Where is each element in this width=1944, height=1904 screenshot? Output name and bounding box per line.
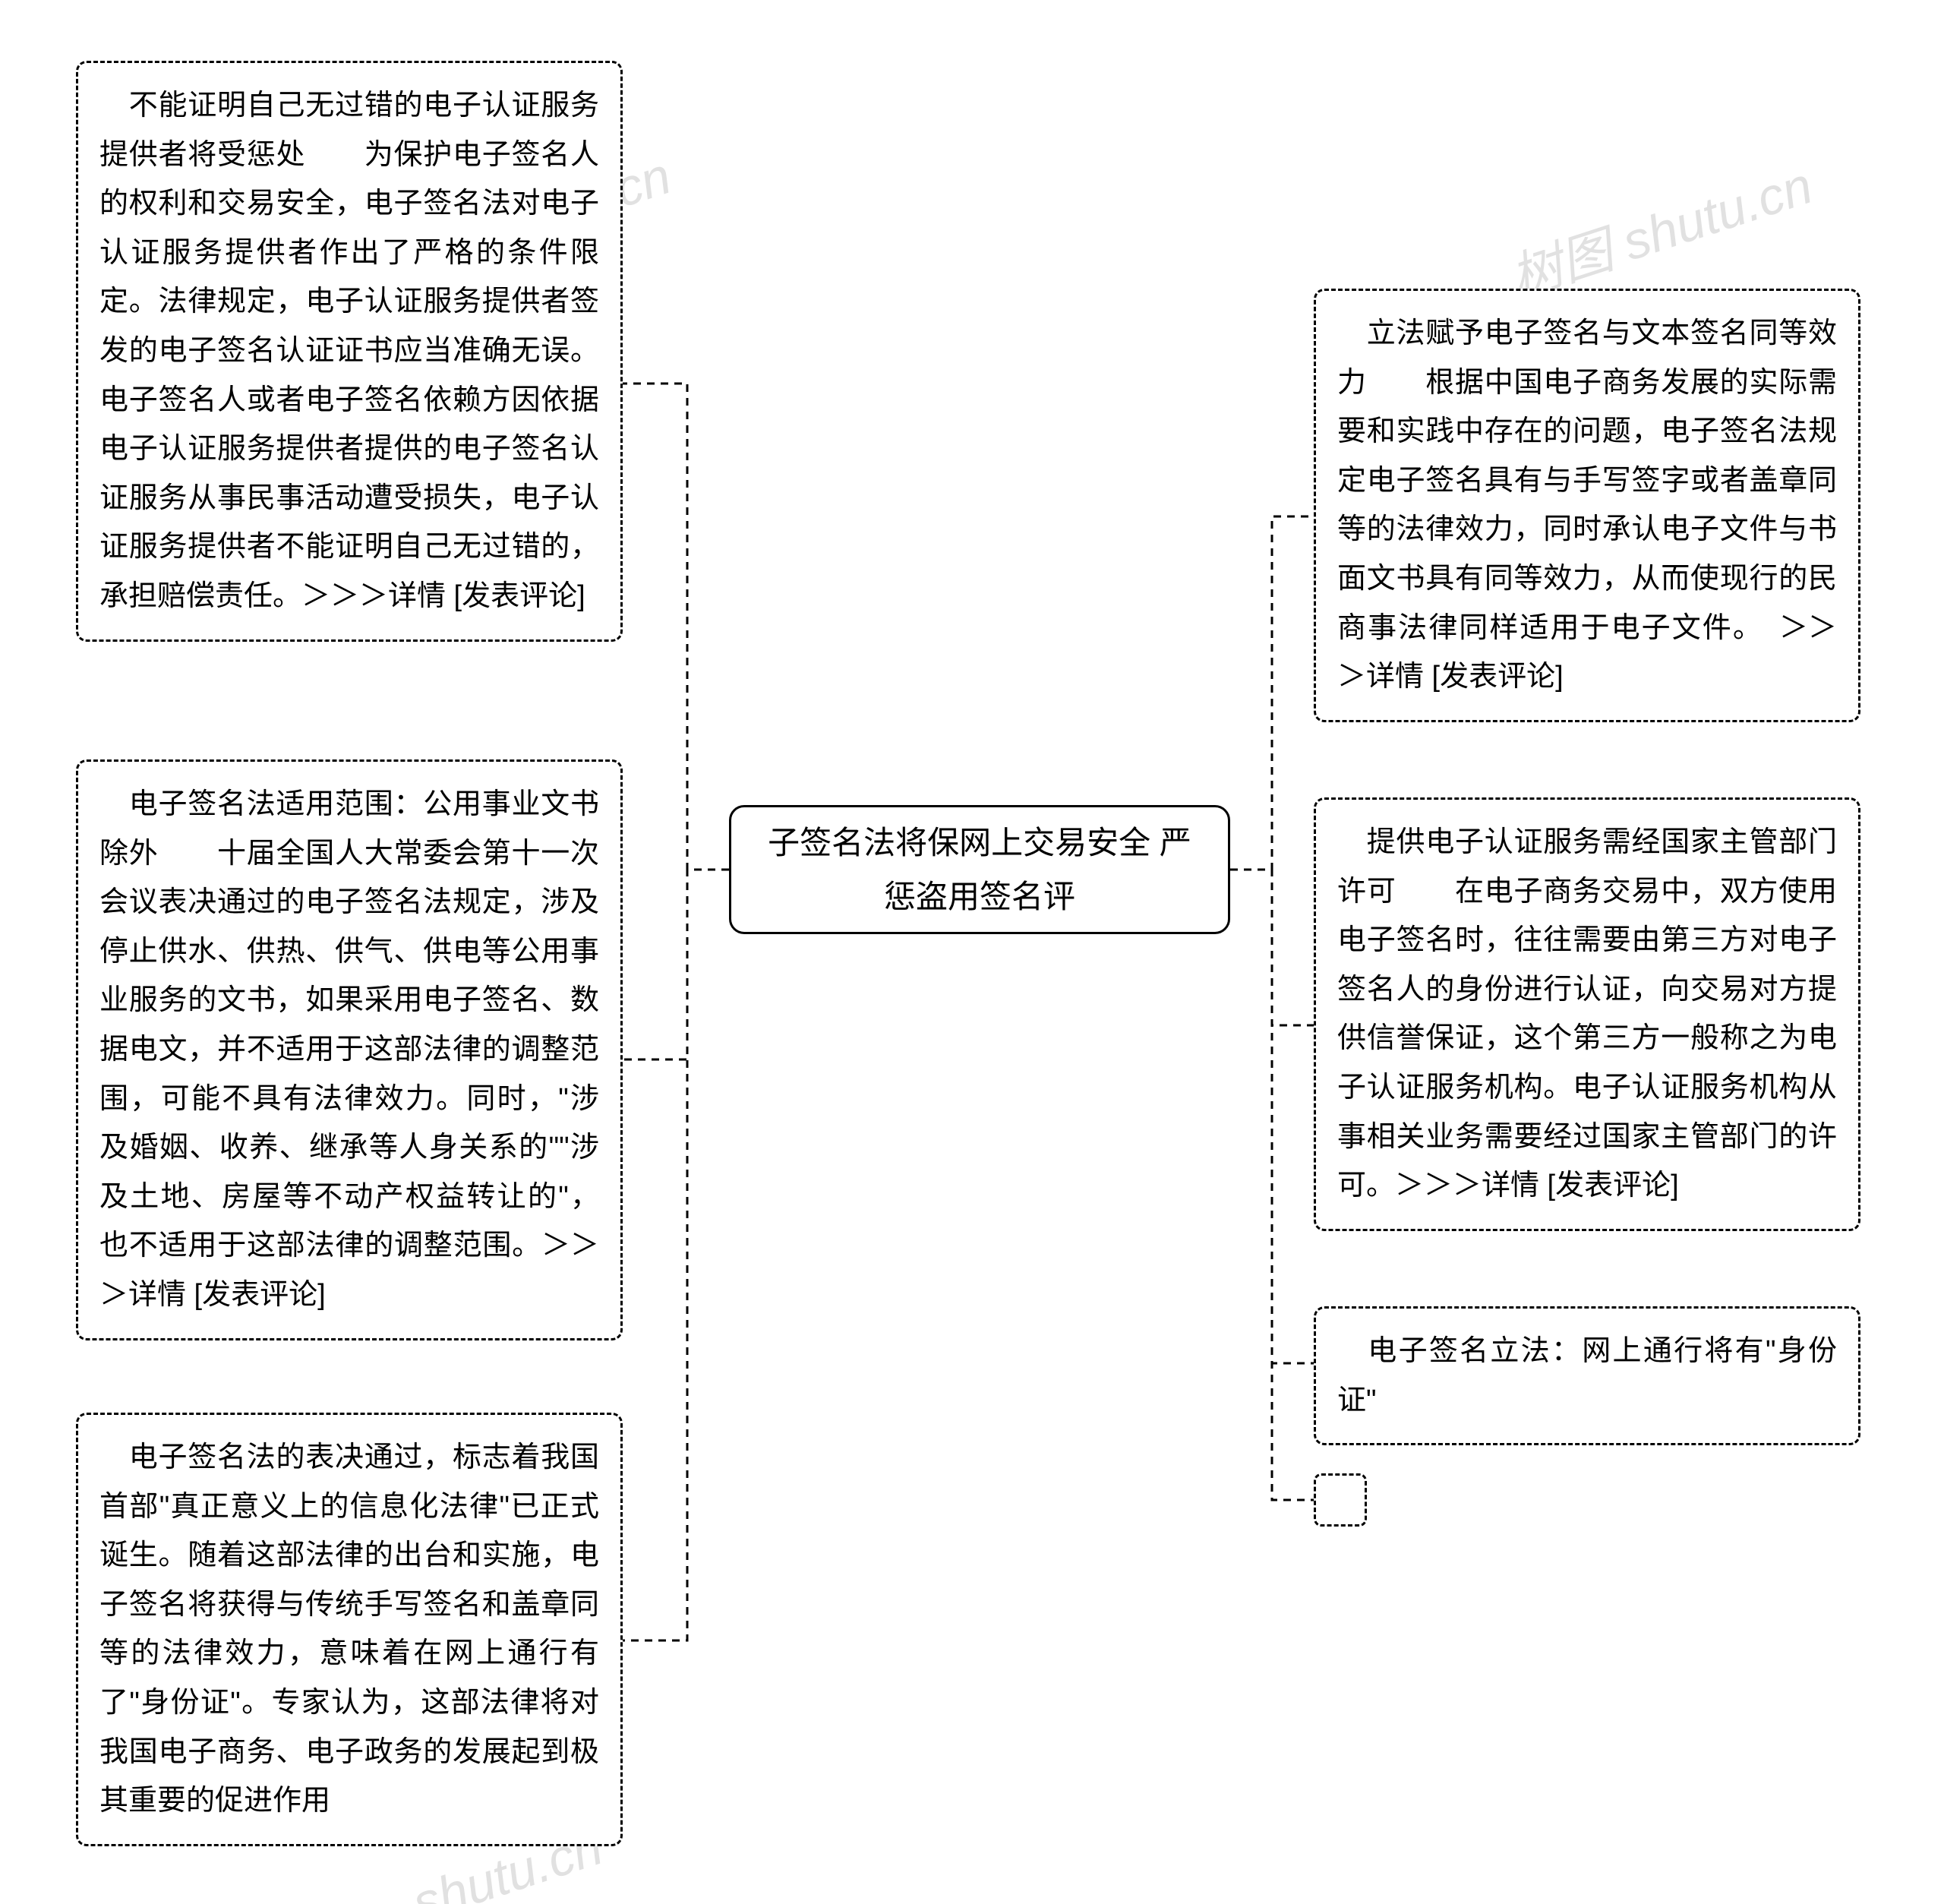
right-node-2: 提供电子认证服务需经国家主管部门许可 在电子商务交易中，双方使用电子签名时，往往… [1314, 797, 1860, 1231]
left-node-3: 电子签名法的表决通过，标志着我国首部"真正意义上的信息化法律"已正式诞生。随着这… [76, 1413, 623, 1846]
center-node: 子签名法将保网上交易安全 严惩盗用签名评 [729, 805, 1230, 934]
watermark: 树图 shutu.cn [1500, 144, 1820, 311]
connector-right1 [1230, 516, 1314, 870]
connector-right2 [1230, 870, 1314, 1025]
right-node-1: 立法赋予电子签名与文本签名同等效力 根据中国电子商务发展的实际需要和实践中存在的… [1314, 289, 1860, 722]
connector-right3 [1230, 870, 1314, 1363]
connector-left2 [623, 870, 729, 1059]
left-node-1: 不能证明自己无过错的电子认证服务提供者将受惩处 为保护电子签名人的权利和交易安全… [76, 61, 623, 642]
connector-right4 [1230, 870, 1314, 1500]
right-node-empty [1314, 1473, 1367, 1527]
right-node-3: 电子签名立法：网上通行将有"身份证" [1314, 1306, 1860, 1445]
mindmap-canvas: shutu.cn 树图 shutu.cn cn 树图 shutu.cn shut… [0, 0, 1944, 1904]
connector-left3 [623, 870, 729, 1640]
connector-left1 [623, 384, 729, 870]
left-node-2: 电子签名法适用范围：公用事业文书除外 十届全国人大常委会第十一次会议表决通过的电… [76, 759, 623, 1340]
